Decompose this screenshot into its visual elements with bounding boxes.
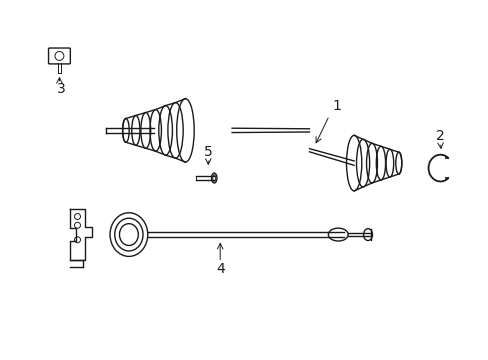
Text: 1: 1	[332, 99, 341, 113]
Text: 3: 3	[57, 82, 66, 96]
Text: 2: 2	[435, 129, 444, 143]
Text: 5: 5	[203, 145, 212, 159]
Text: 4: 4	[215, 262, 224, 276]
